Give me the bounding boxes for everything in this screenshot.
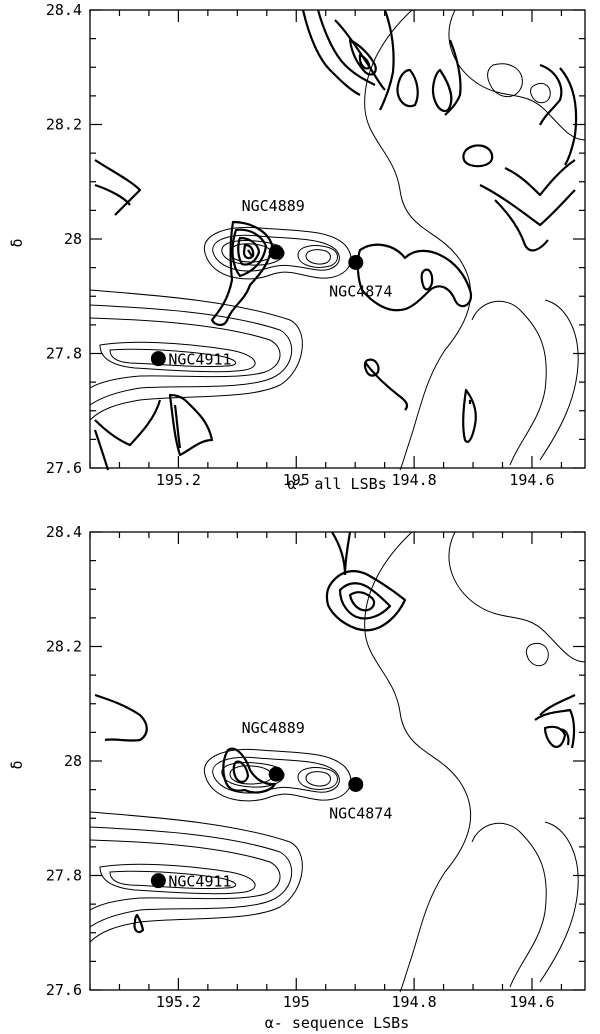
- lsb-density-contours: [94, 531, 576, 934]
- axis-ticks: [89, 9, 585, 469]
- galaxy-label: NGC4874: [329, 804, 392, 822]
- galaxy-marker: [268, 766, 284, 782]
- y-axis-label: δ: [8, 238, 26, 247]
- x-tick-label: 195: [283, 471, 310, 489]
- galaxy-marker: [150, 873, 166, 889]
- y-tick-label: 27.8: [46, 345, 82, 363]
- x-axis-label: α- sequence LSBs: [265, 1014, 410, 1032]
- galaxy-marker: [348, 776, 364, 792]
- lsb-density-contours: [93, 9, 578, 471]
- galaxy-label: NGC4911: [168, 873, 231, 891]
- y-tick-label: 28.4: [46, 1, 82, 19]
- tick-labels: 195.2 195 194.8 194.6 27.6 27.8 28 28.2 28.4: [46, 523, 555, 1011]
- galaxy-marker: [348, 254, 364, 270]
- tick-labels: 195.2 195 194.8 194.6 27.6 27.8 28 28.2 28.4: [46, 1, 555, 489]
- xray-contours: [89, 9, 586, 471]
- x-tick-label: 195.2: [156, 993, 201, 1011]
- galaxy-label: NGC4874: [329, 282, 392, 300]
- x-tick-label: 194.6: [509, 993, 554, 1011]
- galaxy-label: NGC4889: [242, 719, 305, 737]
- galaxy-marker: [150, 351, 166, 367]
- galaxy-label: NGC4889: [242, 197, 305, 215]
- y-tick-label: 27.6: [46, 981, 82, 999]
- y-tick-label: 27.8: [46, 867, 82, 885]
- galaxy-markers: NGC4889 NGC4874 NGC4911: [150, 197, 392, 369]
- y-tick-label: 28: [64, 230, 82, 248]
- galaxy-marker: [268, 244, 284, 260]
- y-tick-label: 28.2: [46, 116, 82, 134]
- x-tick-label: 194.8: [392, 471, 437, 489]
- galaxy-markers: NGC4889 NGC4874 NGC4911: [150, 719, 392, 891]
- x-axis-label: α- all LSBs: [287, 475, 386, 493]
- y-tick-label: 27.6: [46, 459, 82, 477]
- x-tick-label: 195: [283, 993, 310, 1011]
- axis-ticks: [89, 531, 585, 991]
- y-tick-label: 28.4: [46, 523, 82, 541]
- y-tick-label: 28.2: [46, 638, 82, 656]
- x-tick-label: 194.8: [392, 993, 437, 1011]
- x-tick-label: 195.2: [156, 471, 201, 489]
- galaxy-label: NGC4911: [168, 351, 231, 369]
- panel-all-lsbs: 195.2 195 194.8 194.6 27.6 27.8 28 28.2 28.4 NGC…: [8, 1, 586, 493]
- panel-sequence-lsbs: 195.2 195 194.8 194.6 27.6 27.8 28 28.2 28.4 NGC…: [8, 523, 586, 1032]
- y-axis-label: δ: [8, 760, 26, 769]
- x-tick-label: 194.6: [509, 471, 554, 489]
- xray-contours: [89, 531, 586, 993]
- y-tick-label: 28: [64, 752, 82, 770]
